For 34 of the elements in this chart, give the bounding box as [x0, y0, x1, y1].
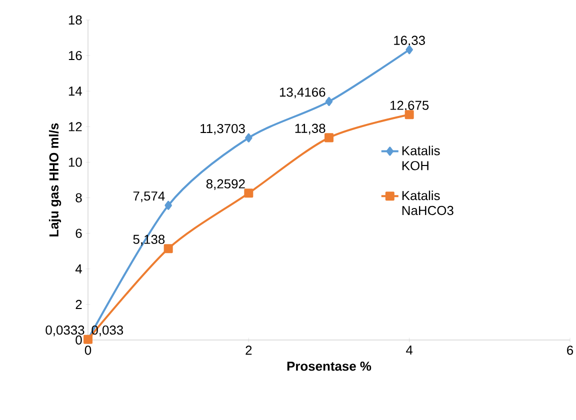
point [325, 96, 333, 106]
y-tick-label: 14 [68, 86, 82, 96]
data-label: 16,33 [394, 36, 425, 46]
point [164, 244, 173, 254]
x-axis-title: Prosentase % [287, 362, 372, 371]
point [406, 45, 413, 54]
y-tick-label: 2 [76, 300, 82, 309]
y-tick-label: 6 [76, 228, 82, 238]
legend-label: Katalis NaHCO3 [402, 190, 454, 216]
point [164, 200, 172, 210]
y-axis-title: Laju gas HHO ml/s [48, 123, 62, 236]
point [245, 133, 252, 142]
legend-label: Katalis KOH [402, 146, 440, 170]
y-tick-label: 18 [68, 15, 82, 25]
data-label: 12,675 [390, 100, 429, 112]
y-tick-label: 12 [68, 122, 82, 132]
data-label: 13,4166 [280, 88, 326, 98]
y-tick-label: 4 [75, 264, 82, 274]
point [404, 110, 414, 120]
data-label: 8,2592 [206, 179, 245, 190]
x-tick-label: 0 [84, 346, 92, 355]
y-tick-label: 10 [68, 158, 82, 167]
x-tick-label: 4 [406, 346, 413, 355]
y-tick-label: 0 [76, 335, 82, 345]
data-label: 11,38 [295, 124, 326, 134]
point [244, 188, 254, 198]
point [324, 133, 334, 142]
y-tick-label: 16 [68, 50, 82, 60]
x-tick-label: 6 [567, 346, 574, 355]
y-tick-label: 8 [76, 193, 82, 202]
data-label: 0,0333 [46, 326, 84, 336]
x-tick-label: 2 [246, 346, 252, 355]
data-label: 7,574 [133, 192, 165, 202]
data-label: 11,3703 [200, 124, 245, 135]
